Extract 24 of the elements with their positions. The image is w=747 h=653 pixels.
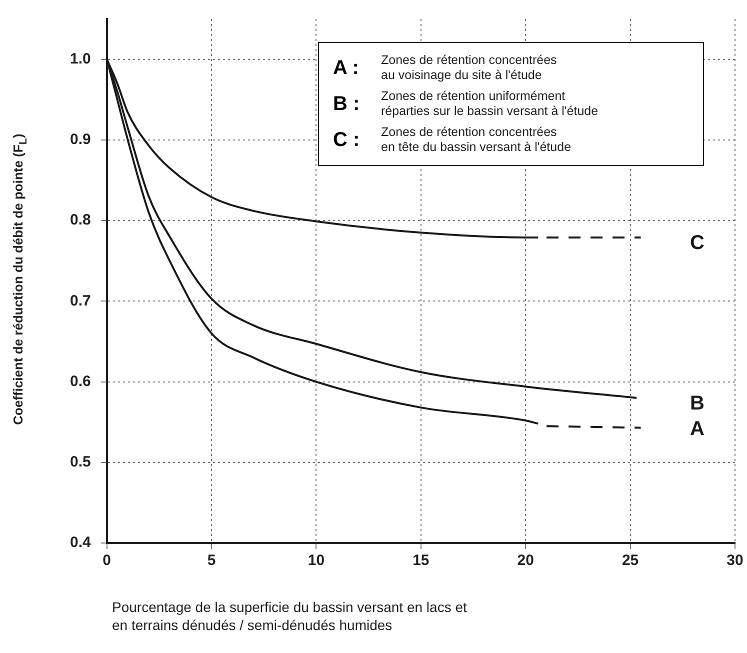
x-tick-label: 20 — [517, 552, 534, 570]
x-tick-label: 15 — [412, 552, 430, 570]
x-tick-label: 30 — [726, 552, 744, 570]
x-tick-label: 25 — [622, 552, 639, 570]
annotation: Zones de rétention uniformément réparties sur le bassin versant à l'étude — [381, 89, 598, 119]
y-tick-label: 0.8 — [70, 212, 91, 229]
annotation: Zones de rétention concentrées au voisinage du site à l'étude — [381, 53, 557, 83]
x-axis-title: Pourcentage de la superficie du bassin versant en lacs et en terrains dénudés / semi-dénudés humides — [112, 598, 467, 634]
annotation: A : — [332, 56, 360, 80]
y-tick-label: 0.6 — [70, 372, 91, 390]
annotation: B : — [332, 92, 361, 116]
x-tick-label: 0 — [102, 552, 112, 570]
annotation: C : — [332, 128, 361, 152]
x-tick-label: 5 — [207, 552, 216, 570]
y-tick-label: 0.9 — [70, 131, 91, 148]
x-tick-label: 10 — [308, 552, 325, 570]
y-tick-label: 1.0 — [70, 50, 91, 68]
annotation: Zones de rétention concentrées en tête du bassin versant à l'étude — [381, 125, 572, 155]
y-tick-label: 0.5 — [70, 454, 91, 471]
text: B — [690, 392, 704, 414]
y-tick-label: 0.4 — [70, 534, 92, 552]
y-tick-label: 0.7 — [70, 292, 91, 310]
text: C — [690, 232, 704, 254]
text: A — [690, 418, 704, 440]
